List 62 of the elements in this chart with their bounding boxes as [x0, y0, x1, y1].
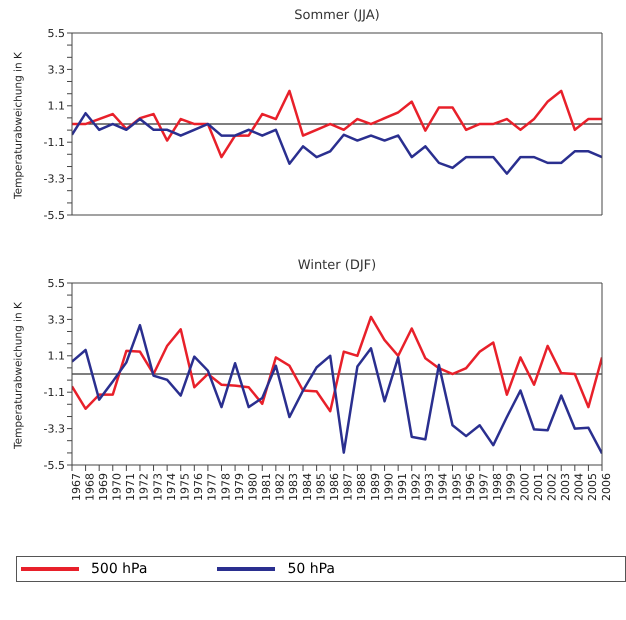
- x-tick-label: 2006: [600, 473, 613, 501]
- y-tick-label: -1.1: [44, 386, 65, 400]
- x-tick-label: 1979: [232, 473, 246, 501]
- x-tick-label: 1998: [491, 473, 504, 501]
- x-tick-label: 1989: [368, 473, 382, 501]
- y-tick-label: 3.3: [48, 63, 65, 76]
- x-tick-label: 1976: [192, 473, 206, 501]
- x-tick-label: 2005: [586, 473, 600, 501]
- x-tick-label: 1984: [300, 473, 314, 501]
- line-series: [72, 112, 602, 175]
- x-tick-label: 1988: [355, 473, 368, 501]
- x-tick-label: 1978: [219, 473, 232, 501]
- x-tick-label: 1990: [382, 473, 396, 501]
- x-tick-label: 1992: [410, 473, 423, 501]
- x-tick-label: 1993: [423, 473, 436, 501]
- x-tick-label: 1974: [164, 473, 178, 501]
- x-tick-label: 1973: [151, 473, 164, 501]
- x-tick-label: 1996: [464, 473, 477, 501]
- y-tick-label: 5.5: [48, 26, 65, 40]
- y-tick-label: -3.3: [44, 172, 65, 186]
- x-tick-label: 1971: [124, 473, 138, 501]
- y-tick-label: -3.3: [44, 422, 65, 436]
- line-series: [72, 316, 602, 412]
- x-tick-label: 1999: [504, 473, 518, 501]
- x-tick-label: 1983: [287, 473, 300, 501]
- x-tick-label: 1970: [110, 473, 124, 501]
- chart-title: Winter (DJF): [296, 258, 378, 275]
- y-axis-title: Temperaturabweichung in K: [12, 301, 25, 450]
- x-tick-label: 1969: [96, 473, 110, 501]
- x-tick-label: 1980: [246, 473, 260, 501]
- x-tick-label: 2002: [545, 473, 558, 501]
- x-tick-label: 2001: [532, 473, 545, 501]
- x-tick-label: 1986: [328, 473, 342, 501]
- x-tick-label: 1985: [314, 473, 328, 501]
- x-tick-label: 1975: [178, 473, 192, 501]
- y-tick-label: 3.3: [48, 313, 65, 326]
- y-tick-label: 5.5: [48, 276, 65, 290]
- y-axis-title: Temperaturabweichung in K: [12, 51, 25, 200]
- y-tick-label: 1.1: [48, 100, 65, 113]
- y-tick-label: -5.5: [44, 208, 65, 222]
- x-tick-label: 1967: [70, 473, 83, 501]
- legend-label: 50 hPa: [287, 561, 335, 577]
- x-tick-label: 1968: [83, 473, 96, 501]
- chart-title: Sommer (JJA): [293, 8, 381, 25]
- x-tick-label: 1981: [260, 473, 274, 501]
- y-tick-label: -5.5: [44, 458, 65, 472]
- x-tick-label: 2000: [518, 473, 532, 501]
- y-tick-label: 1.1: [48, 350, 65, 363]
- x-tick-label: 2003: [559, 473, 572, 501]
- x-tick-label: 1991: [396, 473, 409, 501]
- x-tick-label: 1977: [206, 473, 219, 501]
- legend-label: 500 hPa: [91, 561, 148, 577]
- x-tick-label: 1982: [274, 473, 287, 501]
- x-tick-label: 1972: [138, 473, 151, 501]
- x-tick-label: 1995: [450, 473, 464, 501]
- x-tick-label: 1987: [342, 473, 355, 501]
- line-series: [72, 90, 602, 158]
- y-tick-label: -1.1: [44, 136, 65, 150]
- x-tick-label: 1994: [436, 473, 450, 501]
- line-series: [72, 324, 602, 455]
- x-tick-label: 1997: [478, 473, 490, 501]
- x-tick-label: 2004: [572, 473, 586, 501]
